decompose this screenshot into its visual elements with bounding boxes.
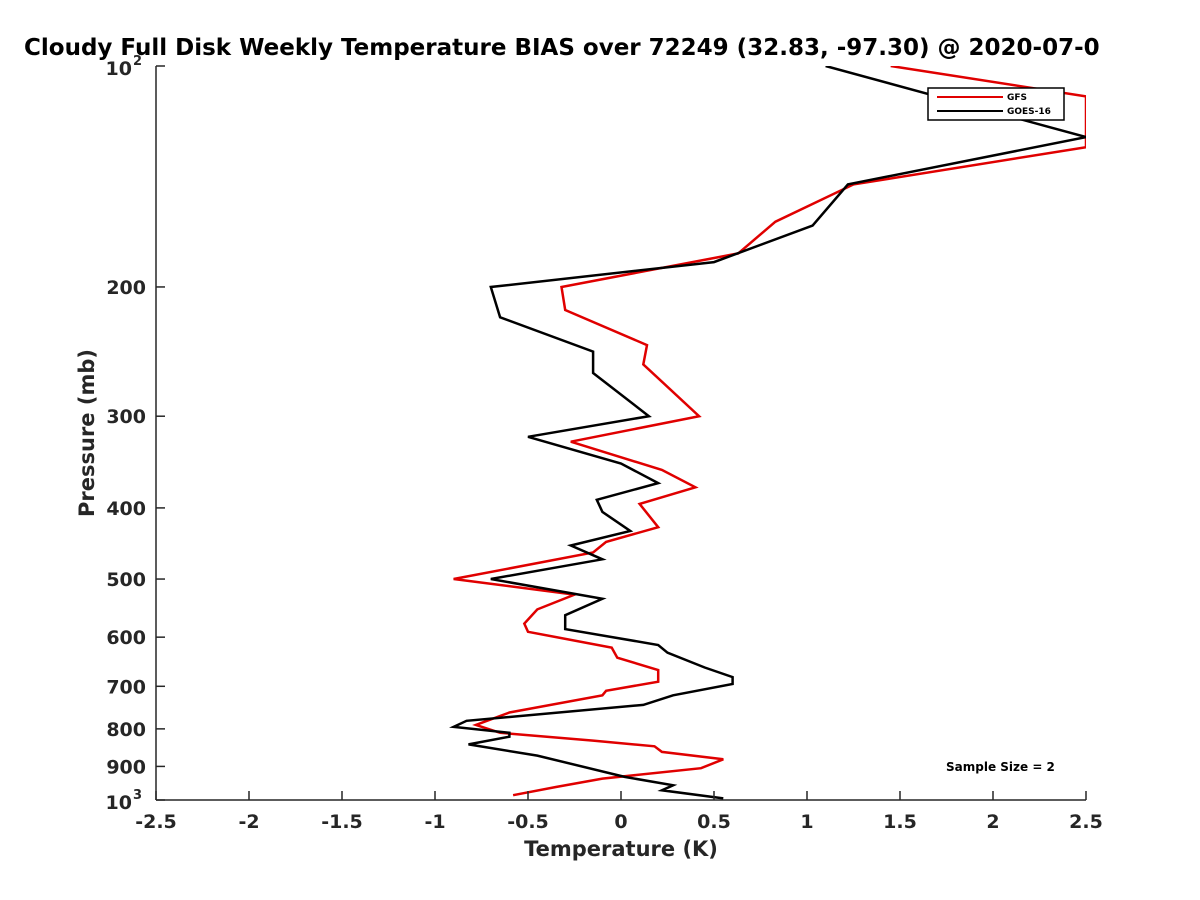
x-tick-label: 2.5: [1069, 811, 1103, 833]
x-tick-label: -0.5: [507, 811, 549, 833]
y-tick-label: 700: [106, 676, 146, 698]
legend-label-goes16: GOES-16: [1007, 107, 1051, 117]
x-tick-label: -1.5: [321, 811, 363, 833]
y-tick-label: 300: [106, 406, 146, 428]
series-line-gfs: [453, 66, 1086, 797]
x-tick-label: -1: [424, 811, 445, 833]
chart-legend: GFS GOES-16: [927, 87, 1065, 121]
y-tick-label-exponent: 3: [133, 788, 142, 803]
x-tick-label: 1.5: [883, 811, 917, 833]
x-ticks: -2.5 -2 -1.5 -1 -0.5 0 0.5 1 1.5 2 2.5: [135, 791, 1103, 833]
y-axis-label: Pressure (mb): [75, 349, 99, 517]
y-tick-label: 400: [106, 498, 146, 520]
y-tick-label: 900: [106, 756, 146, 778]
y-tick-label: 10: [106, 792, 132, 814]
y-tick-label: 800: [106, 719, 146, 741]
x-tick-label: 0.5: [697, 811, 731, 833]
x-tick-label: -2.5: [135, 811, 177, 833]
x-tick-label: -2: [238, 811, 259, 833]
x-tick-label: 2: [986, 811, 999, 833]
x-axis-label: Temperature (K): [524, 837, 718, 861]
y-tick-label: 500: [106, 569, 146, 591]
legend-label-gfs: GFS: [1007, 93, 1027, 103]
y-tick-label-exponent: 2: [133, 54, 142, 69]
y-tick-label: 200: [106, 277, 146, 299]
x-tick-label: 0: [614, 811, 627, 833]
y-tick-label: 600: [106, 627, 146, 649]
chart-title: Cloudy Full Disk Weekly Temperature BIAS…: [24, 35, 1100, 61]
x-tick-label: 1: [800, 811, 813, 833]
y-tick-label: 10: [106, 58, 132, 80]
sample-size-annotation: Sample Size = 2: [946, 760, 1055, 774]
legend-box: [927, 87, 1065, 121]
series-line-goes16: [449, 66, 1086, 800]
series-layer: [449, 66, 1086, 800]
